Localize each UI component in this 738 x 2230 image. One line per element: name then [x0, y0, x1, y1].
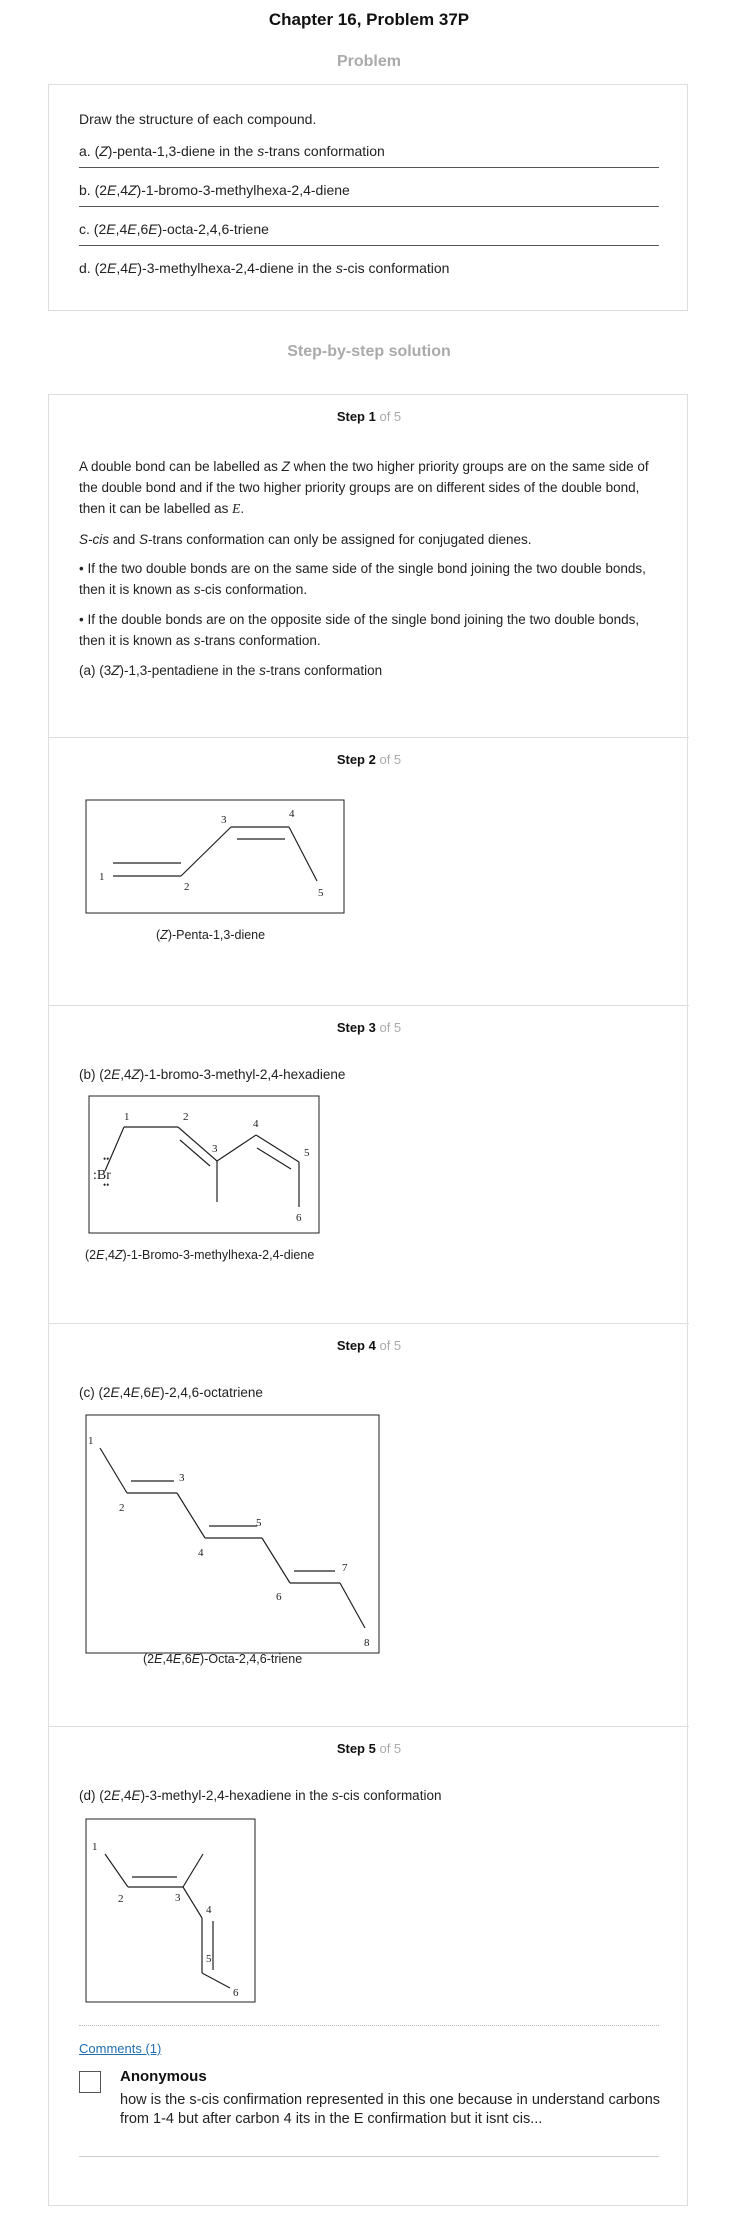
atom-label: 6	[296, 1212, 302, 1224]
problem-box: Draw the structure of each compound. a. …	[48, 84, 688, 311]
atom-label: 2	[119, 1502, 125, 1514]
atom-label: 4	[289, 808, 295, 820]
atom-label: 2	[184, 881, 190, 893]
bond-c2-c3-double	[179, 1139, 211, 1167]
bond-c3-c4	[176, 1492, 206, 1539]
step-1-header: Step 1 of 5	[336, 409, 402, 424]
atom-label: 1	[92, 1841, 98, 1853]
lone-pair: ••	[103, 1154, 109, 1164]
comment-author: Anonymous	[120, 2068, 207, 2085]
step-1: Step 1 of 5 A double bond can be labelle…	[49, 395, 689, 737]
step-3: Step 3 of 5 (b) (2E,4Z)-1-bromo-3-methyl…	[49, 1005, 689, 1324]
comments-divider	[79, 2025, 659, 2026]
comment-text: how is the s-cis confirmation represente…	[120, 2092, 661, 2127]
step-2: Step 2 of 5 1 2 3 4 5 (Z)-Penta-1,3-dien…	[49, 737, 689, 1006]
atom-label: 4	[206, 1904, 212, 1916]
bond-c4-c5	[255, 1134, 300, 1163]
s-cis-methylhexadiene-structure: 1 2 3 4 5 6	[85, 1818, 256, 2003]
atom-label: 5	[206, 1953, 212, 1965]
atom-label: 4	[253, 1118, 259, 1130]
atom-label: 8	[364, 1637, 370, 1649]
bromo-methylhexadiene-structure: :Br •• •• 1 2 3 4 5 6	[88, 1095, 320, 1234]
step-4-part-c: (c) (2E,4E,6E)-2,4,6-octatriene	[79, 1385, 263, 1400]
atom-label: 1	[99, 871, 105, 883]
comments-link[interactable]: Comments (1)	[79, 2041, 162, 2056]
step-1-paragraph-ez: A double bond can be labelled as Z when …	[79, 459, 649, 516]
problem-item-b: b. (2E,4Z)-1-bromo-3-methylhexa-2,4-dien…	[79, 182, 659, 207]
atom-label: 7	[342, 1562, 348, 1574]
atom-label: 1	[124, 1111, 130, 1123]
penta-1-3-diene-structure: 1 2 3 4 5	[85, 799, 345, 914]
atom-label: 3	[175, 1892, 181, 1904]
step-1-paragraph-conformation: S-cis and S-trans conformation can only …	[79, 532, 532, 547]
step-4-header: Step 4 of 5	[336, 1338, 402, 1353]
step-1-paragraph-s-trans: • If the double bonds are on the opposit…	[79, 612, 640, 648]
step-1-paragraph-s-cis: • If the two double bonds are on the sam…	[79, 561, 646, 597]
atom-label: 6	[233, 1987, 239, 1999]
structure-frame	[85, 799, 345, 914]
solution-box: Step 1 of 5 A double bond can be labelle…	[48, 394, 689, 2208]
step-5-header: Step 5 of 5	[336, 1741, 402, 1756]
step-3-part-b: (b) (2E,4Z)-1-bromo-3-methyl-2,4-hexadie…	[79, 1067, 346, 1082]
bond-c2-c3	[177, 1126, 218, 1162]
atom-label: 2	[183, 1111, 189, 1123]
atom-label: 5	[256, 1517, 262, 1529]
bond-c3-c4	[182, 1886, 203, 1919]
structure-frame	[88, 1095, 320, 1234]
step-5-part-d: (d) (2E,4E)-3-methyl-2,4-hexadiene in th…	[79, 1788, 442, 1803]
atom-label: 3	[212, 1143, 218, 1155]
bond-c7-c8	[339, 1582, 366, 1629]
bond-c5-c6	[201, 1972, 231, 1989]
bond-c3-methyl	[182, 1853, 204, 1888]
atom-label: 5	[304, 1147, 310, 1159]
atom-label-br: :Br	[93, 1168, 111, 1183]
octatriene-structure: 1 2 3 4 5 6 7 8	[85, 1414, 380, 1654]
problem-item-d: d. (2E,4E)-3-methylhexa-2,4-diene in the…	[79, 260, 450, 276]
page-title: Chapter 16, Problem 37P	[268, 10, 470, 29]
atom-label: 5	[318, 887, 324, 899]
problem-item-c: c. (2E,4E,6E)-octa-2,4,6-triene	[79, 221, 659, 246]
bond-c5-c6	[261, 1537, 291, 1584]
step-2-header: Step 2 of 5	[336, 752, 402, 767]
bond-c2-c3	[180, 826, 232, 877]
atom-label: 2	[118, 1893, 124, 1905]
step-3-caption: (2E,4Z)-1-Bromo-3-methylhexa-2,4-diene	[85, 1248, 315, 1262]
problem-intro: Draw the structure of each compound.	[79, 111, 317, 127]
comment-checkbox[interactable]	[79, 2071, 101, 2093]
lone-pair: ••	[103, 1180, 109, 1190]
atom-label: 3	[179, 1472, 185, 1484]
bond-c3-c4	[216, 1134, 257, 1162]
step-2-caption: (Z)-Penta-1,3-diene	[156, 928, 266, 942]
bond-br-c1	[104, 1126, 125, 1172]
step-5: Step 5 of 5 (d) (2E,4E)-3-methyl-2,4-hex…	[49, 1726, 689, 2208]
step-4-caption: (2E,4E,6E)-Octa-2,4,6-triene	[143, 1652, 303, 1666]
problem-heading: Problem	[336, 53, 401, 70]
step-4: Step 4 of 5 (c) (2E,4E,6E)-2,4,6-octatri…	[49, 1323, 689, 1727]
solution-heading: Step-by-step solution	[287, 343, 451, 360]
atom-label: 6	[276, 1591, 282, 1603]
problem-item-a: a. (Z)-penta-1,3-diene in the s-trans co…	[79, 143, 659, 168]
bond-c4-c5-double	[256, 1147, 292, 1170]
structure-frame	[85, 1818, 256, 2003]
step-3-header: Step 3 of 5	[336, 1020, 402, 1035]
step-1-part-a: (a) (3Z)-1,3-pentadiene in the s-trans c…	[79, 663, 383, 678]
bond-c4-c5	[288, 826, 318, 882]
atom-label: 3	[221, 814, 227, 826]
atom-label: 1	[88, 1435, 94, 1447]
bond-c1-c2	[104, 1853, 129, 1888]
bond-c1-c2	[99, 1447, 128, 1494]
structure-frame	[85, 1414, 380, 1654]
comments-end-divider	[79, 2156, 659, 2157]
atom-label: 4	[198, 1547, 204, 1559]
